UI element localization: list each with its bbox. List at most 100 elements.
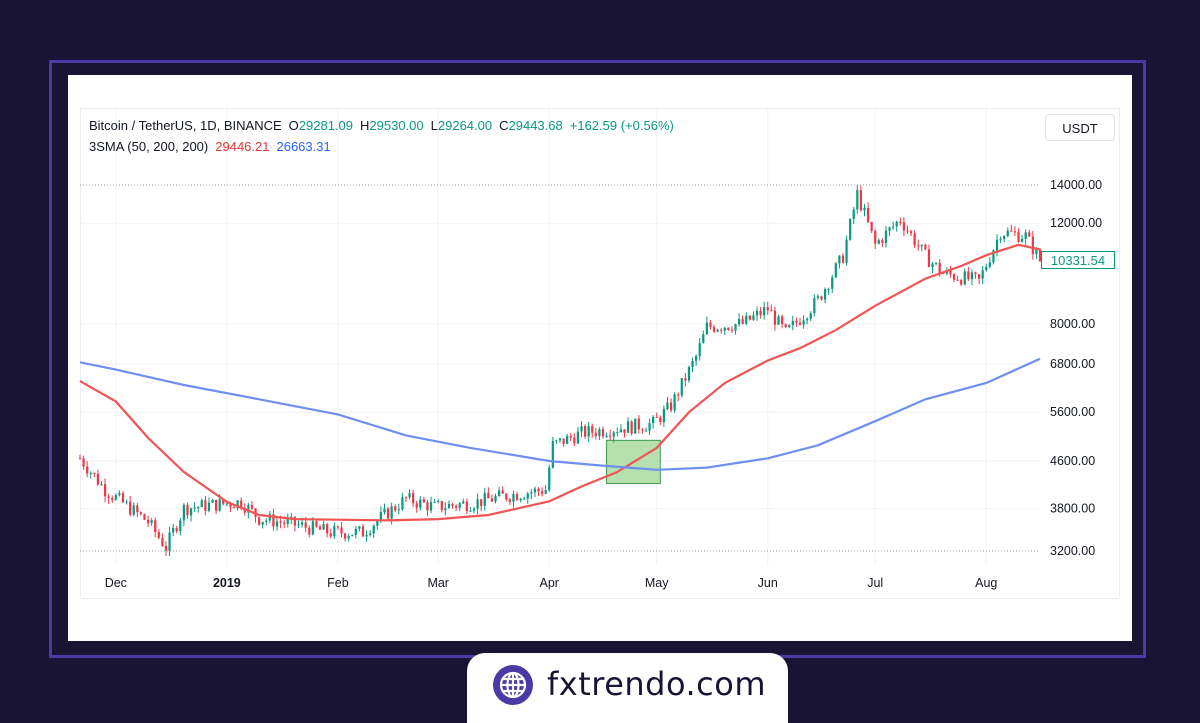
candle-body <box>763 307 766 316</box>
y-tick-label: 3200.00 <box>1050 544 1095 558</box>
candle-body <box>906 230 909 232</box>
candle-body <box>472 508 476 511</box>
candle-body <box>720 329 723 331</box>
y-tick-label: 5600.00 <box>1050 405 1095 419</box>
price-chart[interactable]: 14000.00 12000.00 8000.00 6800.00 5600.00 460… <box>68 75 1132 641</box>
candle-body <box>293 516 297 526</box>
candle-body <box>566 435 569 444</box>
candle-body <box>465 501 468 512</box>
currency-button[interactable]: USDT <box>1045 114 1115 141</box>
candle-body <box>526 493 529 499</box>
candle-body <box>343 533 347 539</box>
candle-body <box>598 429 601 437</box>
open-label: O <box>288 118 299 133</box>
candle-body <box>501 490 504 494</box>
candle-body <box>684 378 687 381</box>
candle-body <box>741 319 744 324</box>
candle-body <box>469 510 472 512</box>
low-label: L <box>430 118 438 133</box>
candle-body <box>1003 236 1006 240</box>
candle-body <box>429 502 433 511</box>
candle-body <box>838 255 841 264</box>
candle-body <box>677 394 680 396</box>
candle-body <box>748 315 751 320</box>
candle-body <box>544 490 547 494</box>
candle-body <box>490 498 494 502</box>
candle-body <box>540 491 544 494</box>
candle-body <box>458 503 461 508</box>
candle-body <box>533 488 537 493</box>
close-label: C <box>499 118 509 133</box>
candle-body <box>942 273 945 275</box>
y-tick-label: 8000.00 <box>1050 317 1095 331</box>
candle-body <box>354 528 357 535</box>
candle-body <box>737 319 741 325</box>
candle-body <box>698 343 701 356</box>
candle-body <box>809 313 812 319</box>
x-tick-label: Jun <box>758 576 778 590</box>
candle-body <box>659 417 662 422</box>
candle-body <box>365 534 368 537</box>
candle-body <box>146 519 150 524</box>
y-tick-label: 14000.00 <box>1050 178 1102 192</box>
candle-body <box>326 524 329 534</box>
candle-body <box>1017 232 1020 242</box>
candle-body <box>988 262 991 267</box>
candle-body <box>795 320 798 323</box>
candle-body <box>655 416 658 418</box>
candle-body <box>225 503 228 505</box>
candle-body <box>587 426 590 437</box>
candle-body <box>189 508 193 516</box>
candle-body <box>594 432 597 437</box>
candle-body <box>909 231 913 234</box>
candle-body <box>652 416 655 424</box>
candle-body <box>336 526 340 528</box>
candle-body <box>519 498 522 501</box>
candle-body <box>390 506 393 519</box>
x-tick-label: Aug <box>975 576 997 590</box>
candle-body <box>935 262 938 264</box>
candle-body <box>952 274 956 280</box>
candle-body <box>766 307 769 311</box>
candle-body <box>576 431 580 444</box>
candle-body <box>426 502 429 511</box>
candle-body <box>583 426 587 437</box>
sma-fast-value: 29446.21 <box>215 139 270 154</box>
candle-body <box>118 493 121 496</box>
last-price-label: 10331.54 <box>1041 251 1115 269</box>
candle-body <box>895 221 898 227</box>
candle-body <box>995 239 999 251</box>
candle-body <box>415 503 418 508</box>
sma-50-line <box>79 243 1041 522</box>
indicator-title: 3SMA (50, 200, 200) <box>89 139 209 154</box>
candle-body <box>981 270 984 279</box>
candle-body <box>927 249 931 268</box>
candle-body <box>562 438 565 444</box>
candle-body <box>250 504 254 509</box>
candle-body <box>505 493 508 500</box>
candle-body <box>949 270 952 275</box>
candle-body <box>730 329 734 331</box>
candle-body <box>397 509 400 511</box>
candle-body <box>508 499 511 502</box>
candle-body <box>823 289 827 300</box>
candle-body <box>218 499 221 511</box>
candle-body <box>960 280 963 285</box>
candle-body <box>849 218 852 240</box>
symbol-title: Bitcoin / TetherUS, 1D, BINANCE <box>89 118 282 133</box>
candle-body <box>497 490 501 496</box>
indicator-legend: 3SMA (50, 200, 200) 29446.21 26663.31 <box>89 139 338 154</box>
globe-icon <box>493 665 533 705</box>
candle-body <box>114 495 117 500</box>
candle-body <box>788 325 791 328</box>
open-value: 29281.09 <box>298 118 354 133</box>
candle-body <box>89 473 92 475</box>
brand-tab: fxtrendo.com <box>467 653 788 723</box>
candle-body <box>121 493 125 503</box>
candle-body <box>569 435 572 438</box>
candle-body <box>834 263 837 278</box>
candle-body <box>487 492 490 499</box>
high-value: 29530.00 <box>369 118 424 133</box>
candle-body <box>462 501 465 504</box>
candle-body <box>537 488 540 492</box>
